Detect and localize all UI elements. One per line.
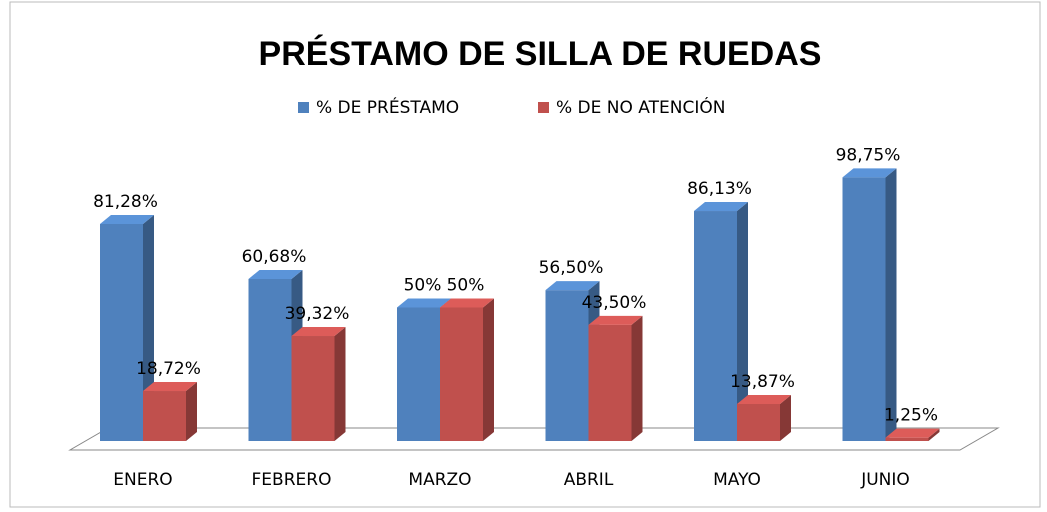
bar [842,168,897,441]
bar-front [291,336,335,441]
bar-front [100,223,143,441]
data-label: 39,32% [285,304,350,324]
bar-front [588,324,632,441]
bar-side [885,168,897,441]
legend-swatch [298,102,309,113]
data-label: 56,50% [539,258,604,278]
bar-front [440,307,483,441]
bar [100,214,154,441]
x-tick-label: MAYO [713,470,761,490]
data-label: 1,25% [884,406,938,426]
bar-side [780,394,791,441]
data-label: 50% [447,276,485,296]
x-tick-label: JUNIO [860,470,910,490]
bar-front [545,290,589,441]
bar [737,394,791,441]
bar-side [928,428,940,441]
bar [588,315,643,441]
bar [143,382,197,441]
bar-side [737,202,748,441]
bar-top [842,168,897,178]
x-tick-label: ABRIL [564,470,614,490]
legend-label: % DE PRÉSTAMO [316,96,459,118]
bar-front [842,177,886,441]
bar-side [334,327,346,441]
bar-top [588,315,643,325]
bar-top [694,202,748,212]
bar-front [694,211,737,441]
bar [885,428,940,441]
bar-top [143,382,197,392]
bar [694,202,748,441]
x-tick-label: MARZO [408,470,471,490]
bar [440,298,494,441]
data-label: 98,75% [836,145,901,165]
bar-front [143,391,186,441]
legend-swatch [538,102,549,113]
bar-top [440,298,494,308]
bar-top [100,214,154,224]
legend-label: % DE NO ATENCIÓN [556,96,725,118]
bar-side [186,382,197,441]
bar-front [885,437,929,441]
data-label: 18,72% [136,359,201,379]
bar-top [545,281,600,291]
data-label: 86,13% [687,179,752,199]
data-label: 43,50% [582,293,647,313]
bar-top [397,298,451,308]
data-label: 81,28% [93,192,158,212]
x-tick-label: FEBRERO [252,470,332,490]
x-tick-label: ENERO [113,470,172,490]
data-label: 13,87% [730,372,795,392]
bar-top [885,428,940,438]
chart-title: PRÉSTAMO DE SILLA DE RUEDAS [259,35,822,73]
bar-side [631,315,643,441]
bar-side [483,298,494,441]
bar-top [291,327,346,337]
bar-front [248,278,292,441]
bar [291,327,346,441]
bar-front [737,403,780,441]
bar-top [737,394,791,404]
bar-top [248,269,303,279]
data-label: 60,68% [242,247,307,267]
data-label: 50% [404,276,442,296]
bar-front [397,307,440,441]
